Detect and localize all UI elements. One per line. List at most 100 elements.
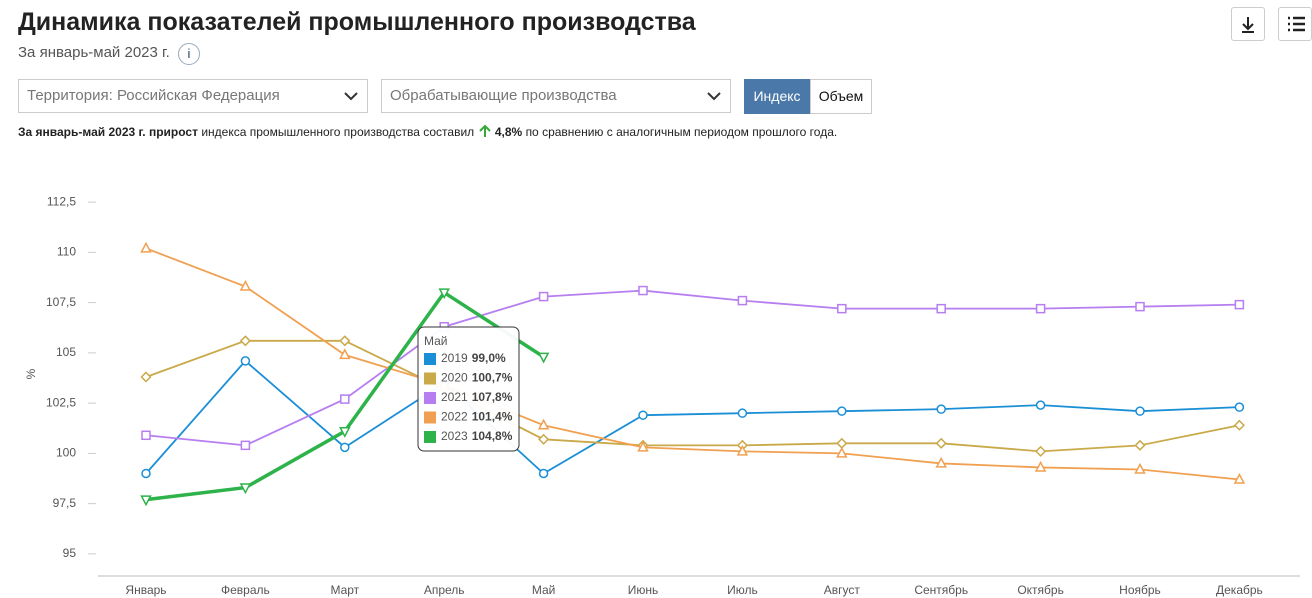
tooltip-swatch <box>424 431 436 443</box>
point <box>141 468 151 479</box>
x-tick-label: Май <box>532 583 556 597</box>
tooltip-name: 2023 <box>441 429 468 443</box>
tooltip-name: 2020 <box>441 371 468 385</box>
point <box>1135 406 1145 416</box>
point <box>836 446 848 458</box>
point <box>339 348 351 360</box>
point <box>537 418 550 430</box>
industry-select[interactable]: Обрабатывающие производства <box>381 79 731 113</box>
point <box>240 356 251 366</box>
point <box>538 433 550 445</box>
tooltip-name: 2019 <box>441 351 468 365</box>
point <box>1035 445 1047 457</box>
tooltip-value: 100,7% <box>472 371 513 385</box>
point <box>1034 460 1047 472</box>
point <box>837 303 847 314</box>
y-axis-label: % <box>24 368 38 379</box>
series-line <box>145 289 1240 447</box>
tooltip-item: 2021 107,8% <box>441 390 513 404</box>
x-tick-label: Июль <box>727 583 758 597</box>
point <box>1233 472 1246 484</box>
x-tick-label: Январь <box>125 583 166 597</box>
point <box>239 335 251 347</box>
tooltip-item: 2022 101,4% <box>441 410 513 424</box>
summary-end: по сравнению с аналогичным периодом прош… <box>525 125 838 139</box>
point <box>638 285 648 296</box>
tooltip-item: 2023 104,8% <box>441 429 513 443</box>
point <box>438 288 450 300</box>
y-tick-label: 112,5 <box>47 194 76 208</box>
point <box>340 442 350 453</box>
point <box>1035 400 1046 410</box>
point <box>736 444 749 456</box>
point <box>638 410 648 420</box>
point <box>141 430 151 441</box>
point <box>935 456 947 468</box>
download-button[interactable] <box>1231 7 1265 41</box>
point <box>1134 462 1146 474</box>
point <box>239 483 252 495</box>
y-tick-label: 105 <box>56 345 76 359</box>
tooltip-name: 2021 <box>441 390 468 404</box>
tooltip: Май 2019 99,0% 2020 100,7% 2021 107,8% 2022 101,… <box>417 326 520 452</box>
point <box>537 352 550 364</box>
point <box>1234 299 1245 310</box>
point <box>339 335 351 347</box>
y-tick-label: 107,5 <box>46 295 76 309</box>
point <box>339 427 351 438</box>
tooltip-item: 2020 100,7% <box>441 371 513 385</box>
tooltip-swatch <box>424 411 436 424</box>
point <box>1234 402 1245 412</box>
point <box>737 295 748 306</box>
x-tick-label: Август <box>824 583 861 597</box>
point <box>836 437 848 449</box>
point <box>340 394 350 404</box>
summary-value: 4,8% <box>494 125 523 139</box>
point <box>1035 303 1046 314</box>
x-tick-label: Март <box>330 583 359 597</box>
summary-mid: индекса промышленного производства соста… <box>201 125 475 139</box>
point <box>936 404 946 414</box>
tooltip-title: Май <box>424 334 448 348</box>
subtitle: За январь-май 2023 г. <box>18 44 170 61</box>
tooltip-swatch <box>424 353 436 365</box>
page-title: Динамика показателей промышленного произ… <box>18 8 696 36</box>
territory-select[interactable]: Территория: Российская Федерация <box>18 79 368 113</box>
point <box>538 468 549 479</box>
y-tick-label: 95 <box>63 546 77 560</box>
x-tick-label: Октябрь <box>1017 583 1064 597</box>
point <box>1135 301 1145 312</box>
summary-lead: За январь-май 2023 г. прирост <box>18 125 198 139</box>
point <box>936 303 946 314</box>
industry-text: Обрабатывающие производства <box>390 87 617 104</box>
tooltip-value: 99,0% <box>472 351 506 365</box>
tooltip-name: 2022 <box>441 410 468 424</box>
series-line <box>145 339 1240 453</box>
index-toggle[interactable]: Индекс <box>744 79 810 114</box>
info-button[interactable]: i <box>178 43 200 65</box>
x-tick-label: Апрель <box>424 583 465 597</box>
tooltip-value: 107,8% <box>472 390 513 404</box>
point <box>637 440 649 452</box>
volume-toggle[interactable]: Объем <box>810 79 872 114</box>
x-tick-label: Февраль <box>221 583 270 597</box>
point <box>837 406 847 416</box>
y-tick-label: 100 <box>56 446 76 460</box>
summary: За январь-май 2023 г. прирост индекса пр… <box>18 124 837 139</box>
x-tick-label: Июнь <box>628 583 659 597</box>
point <box>240 440 251 451</box>
point <box>737 408 748 418</box>
y-tick-label: 97,5 <box>53 496 77 510</box>
territory-text: Территория: Российская Федерация <box>27 87 280 104</box>
tooltip-value: 101,4% <box>472 410 513 424</box>
point <box>538 291 549 302</box>
series-line <box>145 247 1240 481</box>
point <box>140 371 152 383</box>
tooltip-swatch <box>424 372 436 385</box>
series-line <box>145 359 1240 475</box>
y-tick-label: 110 <box>57 245 76 259</box>
point <box>935 437 947 449</box>
x-tick-label: Сентябрь <box>914 583 968 597</box>
